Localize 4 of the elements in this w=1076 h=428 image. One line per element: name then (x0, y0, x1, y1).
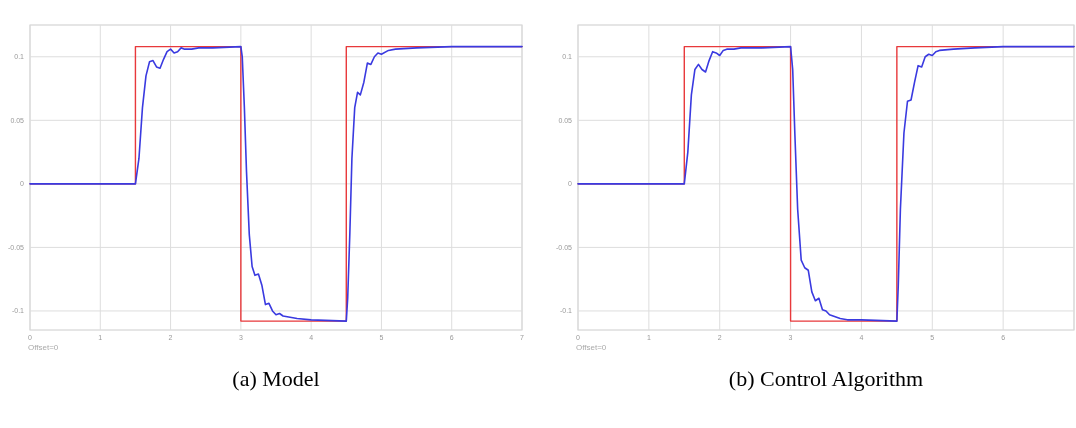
text: Offset=0 (28, 343, 59, 352)
text: Offset=0 (576, 343, 607, 352)
text: (a) Model (232, 366, 320, 391)
text: (b) Control Algorithm (728, 366, 924, 391)
